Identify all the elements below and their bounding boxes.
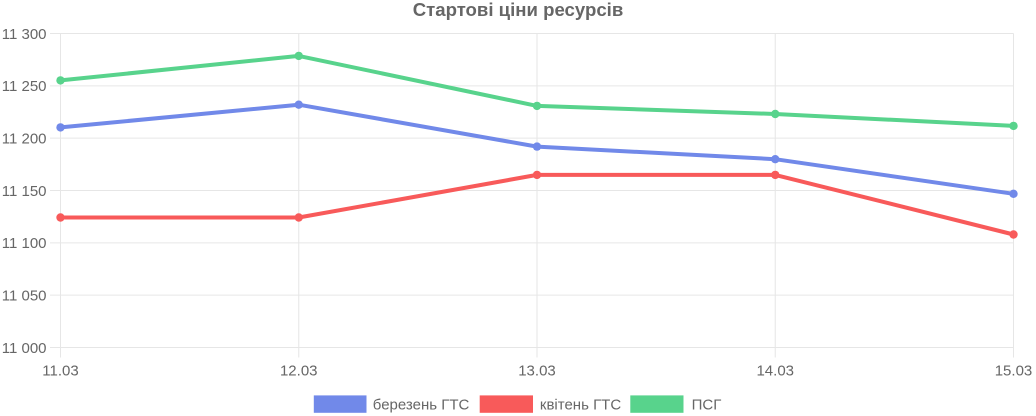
svg-text:11 050: 11 050 [2,288,47,305]
svg-text:квітень ГТС: квітень ГТС [540,396,621,413]
svg-text:11 150: 11 150 [2,183,47,200]
svg-text:Стартові ціни ресурсів: Стартові ціни ресурсів [413,0,624,20]
svg-text:11 000: 11 000 [2,340,47,357]
svg-text:11 250: 11 250 [2,78,47,95]
svg-text:11 100: 11 100 [2,235,47,252]
svg-text:12.03: 12.03 [280,363,318,380]
svg-text:11 300: 11 300 [2,26,47,43]
svg-text:ПСГ: ПСГ [692,396,722,413]
svg-text:15.03: 15.03 [995,363,1033,380]
svg-text:березень ГТС: березень ГТС [373,396,470,413]
svg-text:13.03: 13.03 [518,363,556,380]
svg-text:11.03: 11.03 [42,363,78,380]
svg-text:14.03: 14.03 [756,363,794,380]
svg-text:11 200: 11 200 [2,131,47,148]
